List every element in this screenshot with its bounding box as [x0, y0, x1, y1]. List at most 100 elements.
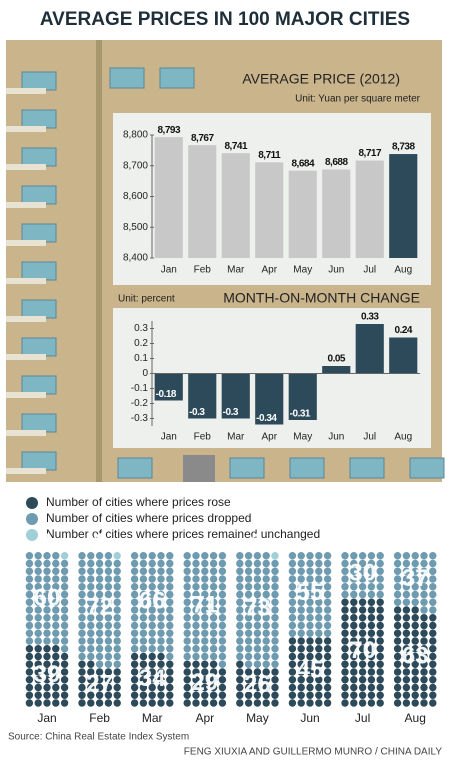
- dot: [288, 621, 297, 630]
- dot-segment: [288, 552, 332, 637]
- dot: [262, 660, 270, 668]
- dot: [218, 552, 227, 560]
- dot: [148, 660, 156, 668]
- dot: [236, 552, 244, 560]
- dot: [358, 637, 367, 645]
- dot: [157, 575, 165, 583]
- dot: [429, 629, 437, 637]
- dot: [43, 683, 51, 692]
- dot: [60, 676, 69, 684]
- dot: [60, 629, 69, 637]
- dot: [87, 575, 95, 583]
- dot: [271, 652, 279, 661]
- x-tick-label: Jan: [161, 265, 177, 276]
- dot: [60, 559, 69, 568]
- dot: [236, 559, 244, 568]
- dot-segment: [130, 652, 174, 707]
- building-door: [183, 455, 215, 482]
- dot: [288, 660, 297, 668]
- dot: [393, 691, 402, 699]
- dot: [288, 668, 297, 676]
- dot: [271, 629, 279, 637]
- y-tick-label: -0.3: [131, 413, 149, 424]
- dot: [323, 652, 332, 661]
- dot: [429, 621, 437, 630]
- dot: [95, 583, 104, 591]
- dot: [350, 621, 358, 630]
- dot: [183, 614, 191, 622]
- dot: [78, 583, 86, 591]
- dot: [367, 699, 376, 707]
- dot: [429, 676, 437, 684]
- dot: [218, 691, 227, 699]
- dot: [60, 552, 69, 560]
- dot: [157, 559, 165, 568]
- dot: [78, 699, 86, 707]
- dot: [367, 660, 376, 668]
- dot: [306, 552, 314, 560]
- dot: [113, 660, 121, 668]
- dot: [201, 691, 209, 699]
- dot: [376, 645, 384, 653]
- dot: [192, 652, 200, 661]
- dot: [218, 652, 227, 661]
- value-label: 8,767: [191, 133, 214, 144]
- bar: [188, 373, 217, 419]
- value-label: 0.33: [361, 312, 379, 323]
- dot: [253, 660, 262, 668]
- value-label: 8,738: [392, 142, 415, 153]
- dot: [288, 575, 297, 583]
- dot: [130, 668, 139, 676]
- dot: [306, 567, 314, 575]
- segment-label: 60: [34, 584, 61, 611]
- window: [21, 375, 57, 395]
- dot: [25, 583, 34, 591]
- dot: [306, 598, 314, 606]
- dot: [393, 606, 402, 614]
- dot: [288, 567, 297, 575]
- dot: [130, 590, 139, 599]
- dot: [315, 676, 323, 684]
- dot: [271, 676, 279, 684]
- dot-segment: [25, 645, 69, 707]
- balcony: [6, 278, 46, 284]
- dot: [244, 567, 253, 575]
- dot: [95, 629, 104, 637]
- dot: [209, 645, 218, 653]
- dot: [402, 676, 411, 684]
- dot: [271, 552, 279, 560]
- x-tick-label: Jun: [328, 432, 344, 443]
- dot: [183, 590, 191, 599]
- dot: [244, 645, 253, 653]
- segment-label: 1: [251, 529, 264, 556]
- dot: [157, 606, 165, 614]
- dot: [25, 652, 34, 661]
- dot: [306, 621, 314, 630]
- dot: [323, 606, 332, 614]
- dot: [236, 683, 244, 692]
- dot: [236, 575, 244, 583]
- dot: [130, 598, 139, 606]
- dot: [209, 629, 218, 637]
- dot: [350, 637, 358, 645]
- dot: [288, 583, 297, 591]
- balcony: [6, 316, 46, 322]
- dot: [78, 637, 86, 645]
- dot: [52, 621, 60, 630]
- dot: [402, 614, 411, 622]
- dot: [139, 606, 148, 614]
- dot: [402, 567, 411, 575]
- dot: [201, 668, 209, 676]
- dot: [236, 676, 244, 684]
- dot: [236, 691, 244, 699]
- dot: [297, 590, 305, 599]
- dot: [130, 583, 139, 591]
- segment-label: 55: [297, 579, 324, 606]
- dot: [60, 621, 69, 630]
- dot: [262, 652, 270, 661]
- dot: [402, 691, 411, 699]
- dot: [253, 645, 262, 653]
- dot: [271, 683, 279, 692]
- dot: [104, 590, 113, 599]
- dot: [323, 660, 332, 668]
